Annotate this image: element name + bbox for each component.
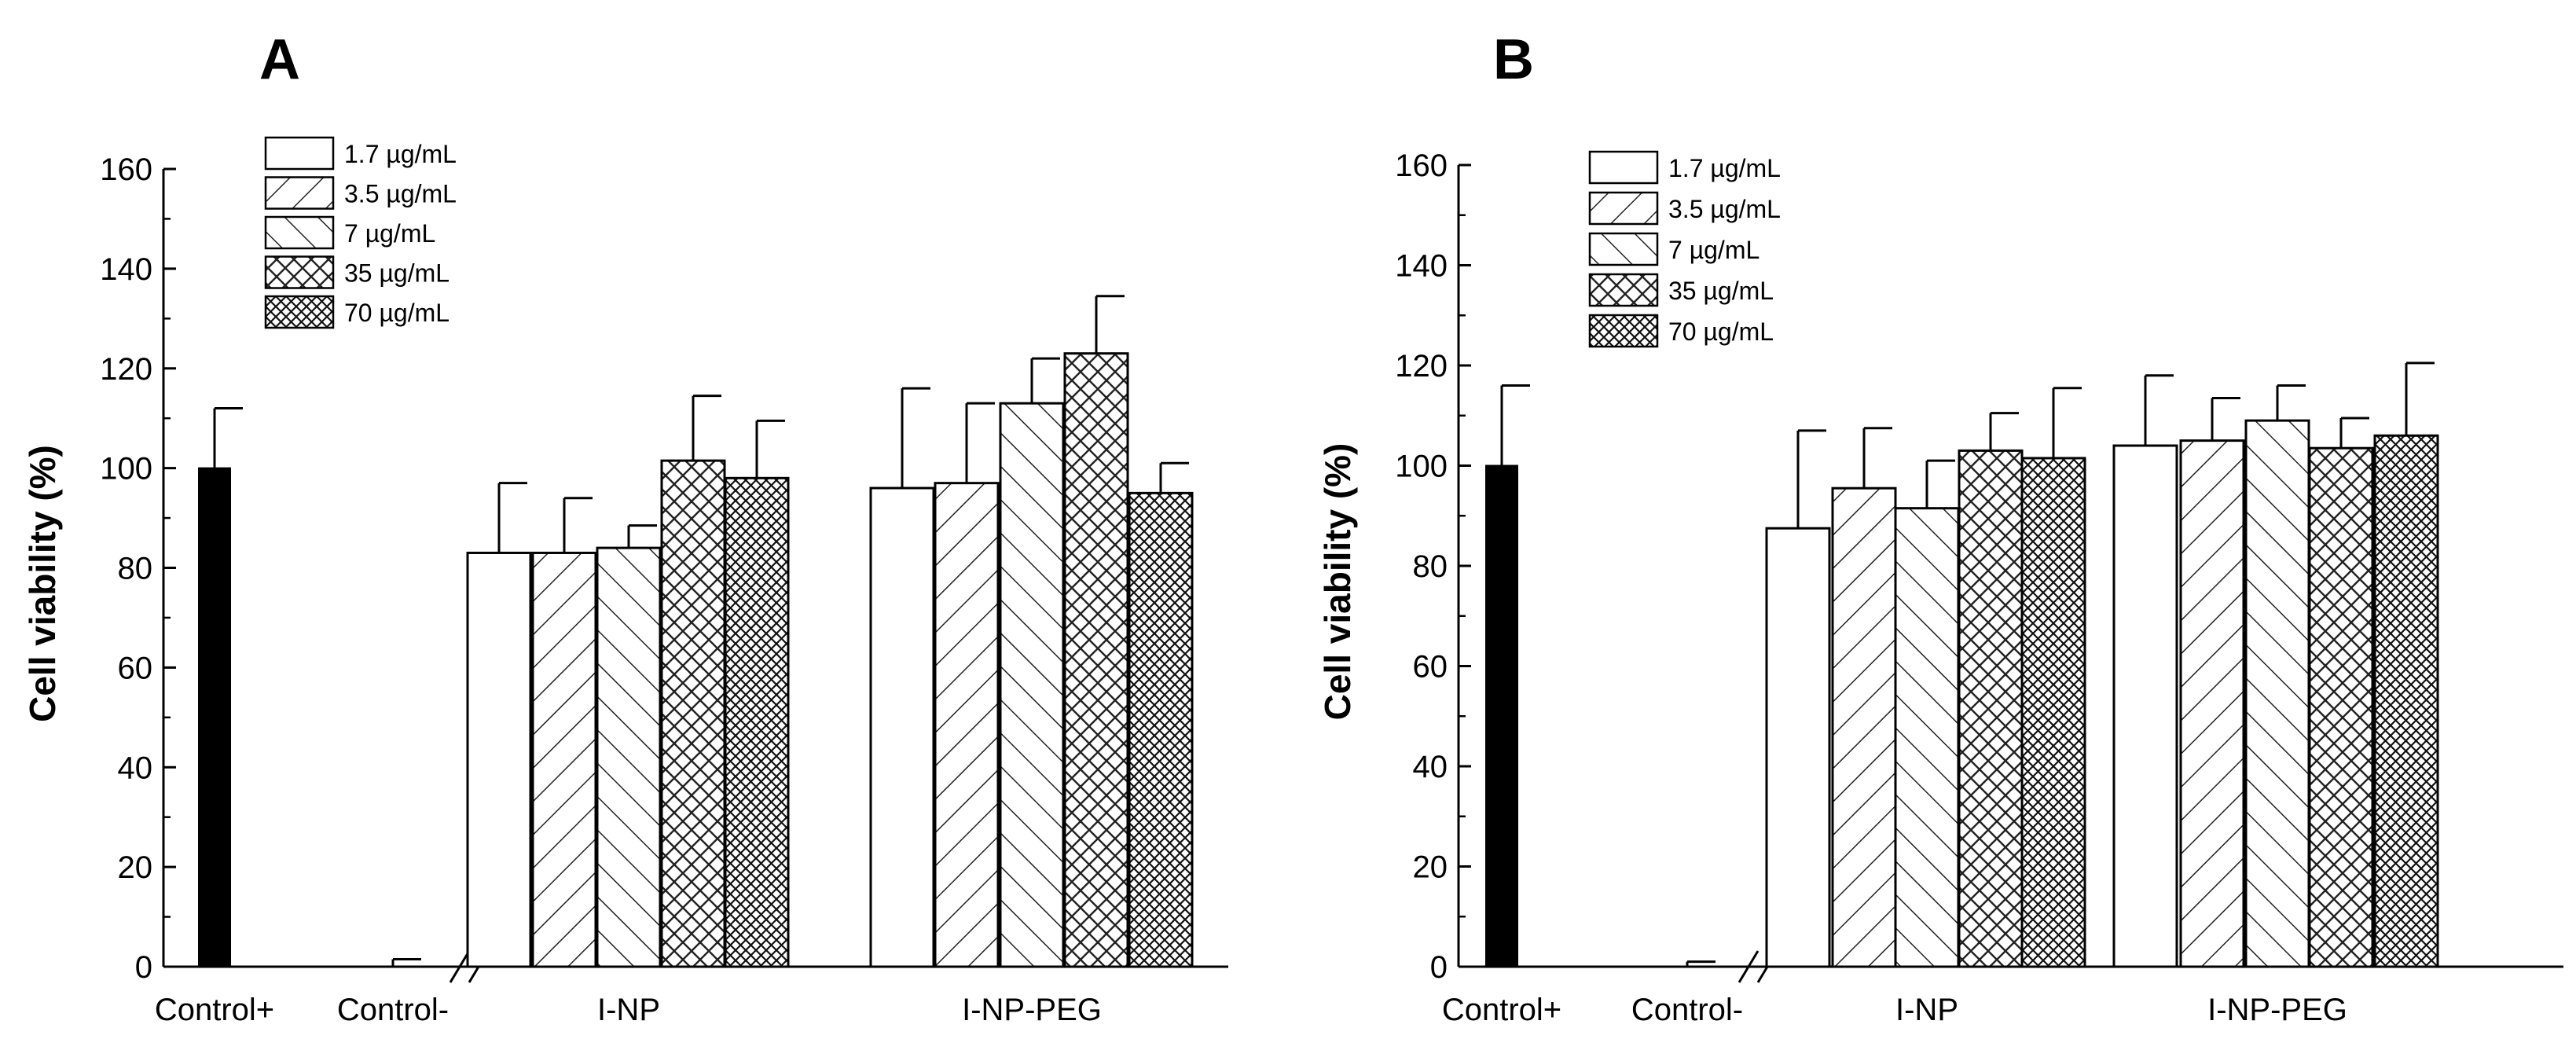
legend-swatch-3-5	[264, 176, 335, 210]
y-tick-label: 100	[100, 452, 152, 486]
legend-label: 3.5 µg/mL	[1668, 195, 1781, 223]
y-tick-label: 0	[135, 950, 152, 985]
bar-i-np-7	[1894, 507, 1960, 968]
y-tick-label: 80	[118, 552, 153, 586]
legend-swatch-7	[1588, 232, 1659, 266]
legend-label: 1.7 µg/mL	[1668, 154, 1781, 182]
x-category-label: I-NP-PEG	[962, 993, 1102, 1027]
y-tick-label: 160	[100, 152, 152, 187]
legend-swatch-1-7	[264, 136, 335, 171]
panel-label: B	[1493, 28, 1534, 91]
bar-i-np-35	[660, 459, 726, 968]
bar-i-np-70	[2020, 457, 2086, 968]
legend-label: 35 µg/mL	[1668, 277, 1774, 305]
y-tick-label: 20	[1413, 850, 1448, 885]
x-category-label: Control+	[155, 993, 274, 1027]
legend-label: 1.7 µg/mL	[344, 140, 457, 168]
y-axis-title: Cell viability (%)	[22, 445, 63, 722]
bar-i-np-peg-3-5	[2179, 439, 2245, 968]
y-axis-title: Cell viability (%)	[1317, 443, 1358, 721]
bar-control-pos	[1485, 464, 1518, 967]
y-tick-label: 140	[1395, 249, 1448, 284]
bar-i-np-35	[1958, 449, 2024, 968]
y-tick-label: 120	[1395, 349, 1448, 384]
x-category-label: Control-	[1631, 993, 1743, 1027]
legend-swatch-70	[1588, 314, 1659, 348]
legend-swatch-3-5	[1588, 191, 1659, 226]
y-tick-label: 60	[118, 651, 153, 685]
panel-b: B 0 20 40 60 80 100 120 140 160 Cell viability (%)…	[1317, 28, 2563, 1027]
y-tick-label: 80	[1413, 549, 1448, 584]
legend-swatch-70	[264, 295, 335, 329]
bar-i-np-peg-70	[1128, 491, 1194, 968]
bar-i-np-peg-7	[999, 402, 1065, 968]
panel-label: A	[259, 28, 300, 91]
bar-i-np-70	[724, 476, 790, 968]
bar-i-np-peg-35	[1063, 352, 1129, 968]
legend-label: 7 µg/mL	[1668, 236, 1760, 264]
bar-i-np-1-7	[466, 551, 532, 968]
x-category-label: I-NP-PEG	[2207, 993, 2347, 1027]
y-tick-label: 40	[118, 751, 153, 785]
x-category-label: Control+	[1442, 993, 1561, 1027]
y-tick-label: 160	[1395, 149, 1448, 183]
legend-swatch-35	[1588, 273, 1659, 307]
y-tick-label: 120	[100, 352, 152, 387]
y-tick-label: 0	[1430, 950, 1448, 985]
y-tick-label: 100	[1395, 450, 1448, 484]
bar-i-np-peg-35	[2308, 446, 2374, 968]
bar-i-np-peg-70	[2373, 434, 2439, 968]
axis-break-mark	[449, 950, 471, 983]
bar-i-np-7	[596, 546, 662, 968]
x-category-label: Control-	[337, 993, 449, 1027]
y-tick-label: 20	[118, 850, 153, 885]
bar-i-np-peg-1-7	[2112, 444, 2178, 968]
bar-control-pos	[198, 467, 231, 967]
legend-swatch-35	[264, 255, 335, 289]
axis-break-mark	[1738, 950, 1760, 983]
legend-swatch-7	[264, 215, 335, 250]
y-tick-label: 60	[1413, 650, 1448, 685]
x-category-label: I-NP	[597, 993, 660, 1027]
legend-label: 70 µg/mL	[344, 299, 450, 327]
y-tick-label: 140	[100, 252, 152, 287]
legend-label: 7 µg/mL	[344, 219, 435, 248]
legend-swatch-1-7	[1588, 150, 1659, 185]
bar-i-np-3-5	[1831, 486, 1897, 968]
legend-label: 3.5 µg/mL	[344, 180, 457, 208]
y-tick-label: 40	[1413, 750, 1448, 784]
bar-i-np-1-7	[1765, 527, 1831, 968]
panel-a: A 0 20 40 60 80 100 120 140 160 Cell viability (%)…	[22, 28, 1228, 1027]
bar-i-np-peg-3-5	[934, 482, 1000, 968]
bar-i-np-peg-1-7	[869, 486, 935, 968]
bar-i-np-peg-7	[2244, 419, 2310, 968]
legend-label: 70 µg/mL	[1668, 318, 1774, 346]
bar-i-np-3-5	[531, 551, 597, 968]
legend-label: 35 µg/mL	[344, 259, 450, 288]
x-category-label: I-NP	[1895, 993, 1958, 1027]
